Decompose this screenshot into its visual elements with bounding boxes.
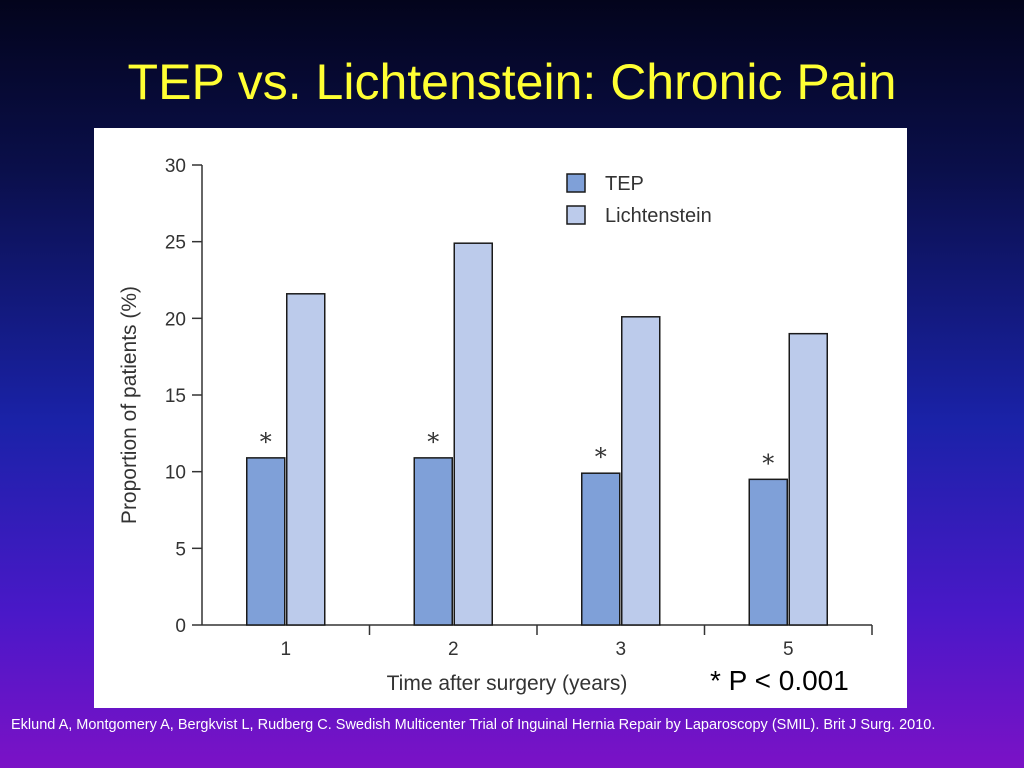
bar-lichtenstein-5: [788, 332, 828, 626]
legend-swatch-tep: [566, 173, 586, 193]
y-tick-label: 10: [165, 463, 186, 484]
x-tick-label: 1: [280, 639, 291, 660]
x-tick-label: 2: [448, 639, 459, 660]
y-tick-label: 20: [165, 309, 186, 330]
bar-lichtenstein-1: [286, 293, 326, 626]
y-tick-label: 30: [165, 156, 186, 177]
bar-tep-2: [413, 457, 453, 626]
y-tick-label: 15: [165, 386, 186, 407]
legend-label-tep: TEP: [605, 173, 644, 195]
citation: Eklund A, Montgomery A, Bergkvist L, Rud…: [11, 717, 936, 733]
y-tick-label: 0: [175, 616, 186, 637]
significance-mark: *: [260, 428, 272, 456]
chart-panel: 0 5 10 15 20 25 30 * 1 * 2 * 3 * 5 Time after surgery (…: [94, 128, 907, 708]
bar-chart: 0 5 10 15 20 25 30 * 1 * 2 * 3 * 5 Time after surgery (…: [118, 156, 873, 695]
y-tick-label: 25: [165, 233, 186, 254]
legend-label-lichtenstein: Lichtenstein: [605, 205, 712, 227]
x-tick-label: 5: [783, 639, 794, 660]
x-tick-label: 3: [615, 639, 626, 660]
bar-lichtenstein-3: [621, 316, 661, 626]
significance-mark: *: [762, 449, 774, 477]
bar-lichtenstein-2: [453, 242, 493, 626]
slide-title: TEP vs. Lichtenstein: Chronic Pain: [127, 54, 897, 110]
legend-swatch-lichtenstein: [566, 205, 586, 225]
bar-tep-3: [581, 472, 621, 626]
bar-tep-1: [246, 457, 286, 626]
significance-footnote: * P < 0.001: [710, 665, 849, 696]
y-tick-label: 5: [175, 539, 186, 560]
x-axis-title: Time after surgery (years): [387, 672, 628, 695]
bar-tep-5: [748, 478, 788, 626]
y-axis-title: Proportion of patients (%): [118, 286, 141, 524]
significance-mark: *: [595, 443, 607, 471]
significance-mark: *: [427, 428, 439, 456]
